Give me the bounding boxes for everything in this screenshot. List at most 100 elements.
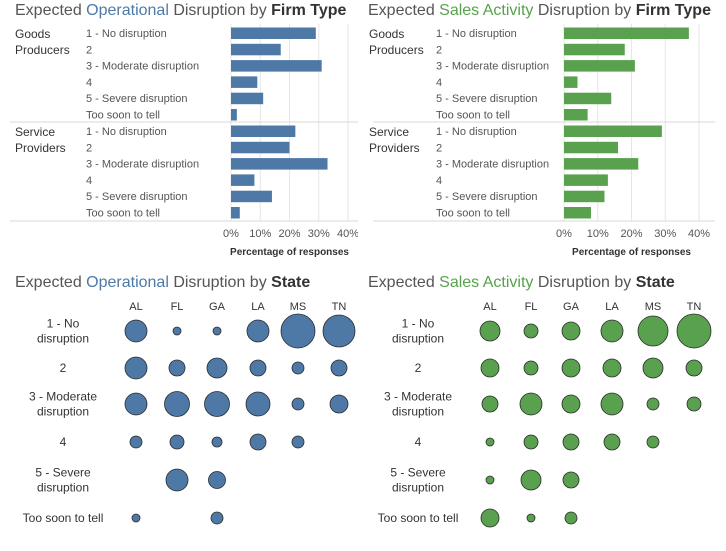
tick-label: 0% xyxy=(223,228,239,240)
bubble xyxy=(676,313,712,349)
row-label: 1 - No xyxy=(47,317,80,331)
category-label: 4 xyxy=(436,175,442,187)
title-mid: Disruption by xyxy=(533,274,636,291)
category-label: 5 - Severe disruption xyxy=(436,93,538,105)
tick-label: 40% xyxy=(688,228,710,240)
bar xyxy=(564,76,578,88)
bubble xyxy=(520,469,542,491)
bubble xyxy=(129,435,143,449)
row-label: disruption xyxy=(37,332,89,346)
bar xyxy=(231,43,281,56)
bubble xyxy=(164,391,190,417)
title-prefix: Expected xyxy=(15,2,87,19)
column-label: FL xyxy=(525,301,538,313)
category-label: 3 - Moderate disruption xyxy=(436,61,549,73)
row-label: disruption xyxy=(392,481,444,495)
bubble xyxy=(124,356,148,380)
category-label: 1 - No disruption xyxy=(86,126,167,138)
bubble xyxy=(562,433,580,451)
bubble xyxy=(637,315,669,347)
row-label: 2 xyxy=(415,361,422,375)
category-label: 2 xyxy=(86,142,92,154)
tick-label: 40% xyxy=(337,228,358,240)
bar-chart-operational: Goods Producers 1 - No disruption 2 3 - Mode… xyxy=(10,24,358,258)
bubble xyxy=(208,471,226,489)
bubble xyxy=(526,513,536,523)
bubble xyxy=(210,511,224,525)
bubble xyxy=(561,321,581,341)
bubble xyxy=(646,397,660,411)
row-label: Too soon to tell xyxy=(378,511,459,525)
bar xyxy=(564,190,605,203)
group-label: Producers xyxy=(369,43,424,57)
bar xyxy=(564,141,618,154)
row-label: disruption xyxy=(392,332,444,346)
category-label: 5 - Severe disruption xyxy=(86,93,188,105)
bubble xyxy=(561,394,581,414)
row-label: 3 - Moderate xyxy=(29,390,97,404)
row-label: 3 - Moderate xyxy=(384,390,452,404)
bubble xyxy=(519,392,543,416)
bar xyxy=(231,158,328,170)
bubble xyxy=(206,357,228,379)
category-label: 1 - No disruption xyxy=(86,28,167,40)
group-label: Service xyxy=(369,125,409,139)
panel-operational-state: Expected Operational Disruption by State… xyxy=(0,270,358,551)
category-label: 2 xyxy=(436,44,442,56)
bar xyxy=(564,125,662,137)
category-label: Too soon to tell xyxy=(436,110,510,122)
title-prefix: Expected xyxy=(368,2,440,19)
category-label: 4 xyxy=(86,175,92,187)
bar xyxy=(231,190,272,203)
bubble xyxy=(523,323,539,339)
category-label: 5 - Severe disruption xyxy=(436,191,538,203)
bubble xyxy=(249,359,267,377)
bubble xyxy=(480,358,500,378)
category-label: 1 - No disruption xyxy=(436,28,517,40)
column-label: LA xyxy=(605,301,619,313)
title-mid: Disruption by xyxy=(168,274,272,291)
title-dimension: State xyxy=(635,274,675,291)
column-label: MS xyxy=(290,301,307,313)
title-prefix: Expected xyxy=(368,274,440,291)
column-label: TN xyxy=(332,301,347,313)
title-dimension: Firm Type xyxy=(271,2,347,19)
bubble xyxy=(646,435,660,449)
bubble xyxy=(330,359,348,377)
row-label: 4 xyxy=(415,435,422,449)
category-label: 5 - Severe disruption xyxy=(86,191,188,203)
bubble xyxy=(685,359,703,377)
row-label: 2 xyxy=(60,361,67,375)
bubble xyxy=(291,397,305,411)
bubble xyxy=(603,433,621,451)
category-label: 2 xyxy=(86,44,92,56)
tick-label: 10% xyxy=(249,228,271,240)
bar xyxy=(231,125,296,137)
bubble xyxy=(602,358,622,378)
tick-label: 20% xyxy=(620,228,642,240)
category-label: 3 - Moderate disruption xyxy=(86,61,199,73)
title-accent: Operational xyxy=(86,274,169,291)
tick-label: 30% xyxy=(654,228,676,240)
bubble xyxy=(291,361,305,375)
title-accent: Sales Activity xyxy=(439,274,534,291)
bar xyxy=(231,92,264,105)
bubble xyxy=(212,326,222,336)
bubble xyxy=(124,319,148,343)
bubble xyxy=(329,394,349,414)
category-label: Too soon to tell xyxy=(86,208,160,220)
bar xyxy=(231,27,316,39)
bubble xyxy=(322,314,356,348)
category-label: 3 - Moderate disruption xyxy=(436,159,549,171)
category-label: Too soon to tell xyxy=(436,208,510,220)
tick-label: 0% xyxy=(556,228,572,240)
category-label: 4 xyxy=(436,77,442,89)
bar xyxy=(564,174,608,186)
chart-title: Expected Operational Disruption by State xyxy=(15,274,310,292)
bar xyxy=(231,174,255,186)
bar xyxy=(564,207,591,219)
bar xyxy=(564,109,588,121)
bubble xyxy=(642,357,664,379)
